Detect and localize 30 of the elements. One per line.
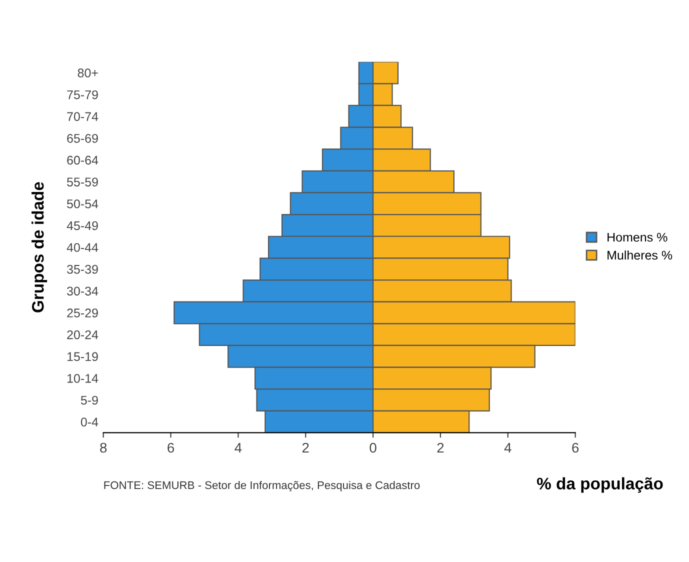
y-tick-label: 60-64 <box>67 156 98 165</box>
y-tick-label: 75-79 <box>67 90 98 100</box>
y-tick-label: 55-59 <box>67 178 98 186</box>
y-tick-label: 5-9 <box>80 396 98 405</box>
y-tick-label: 65-69 <box>67 134 98 143</box>
y-tick-label: 20-24 <box>67 330 98 340</box>
x-tick-label: 0 <box>370 442 376 453</box>
source-note: FONTE: SEMURB - Setor de Informações, Pesquisa e Cadastro <box>104 480 420 492</box>
x-axis-title: % da população <box>536 477 663 493</box>
x-tick-label: 4 <box>504 442 512 453</box>
y-axis-title: Grupos de idade <box>32 182 48 312</box>
y-tick-label: 30-34 <box>67 286 98 296</box>
y-tick-label: 45-49 <box>66 221 98 230</box>
y-tick-label: 0-4 <box>80 418 98 426</box>
x-tick-label: 2 <box>302 442 309 453</box>
x-tick-label: 2 <box>437 442 444 453</box>
y-tick-label: 15-19 <box>67 352 98 362</box>
y-tick-label: 10-14 <box>67 374 98 383</box>
y-tick-label: 40-44 <box>66 243 98 252</box>
y-tick-label: 35-39 <box>67 264 98 274</box>
y-tick-label: 80+ <box>78 68 98 78</box>
legend-label: Homens % <box>608 232 668 242</box>
y-tick-label: 70-74 <box>67 112 98 122</box>
y-tick-label: 50-54 <box>67 199 98 208</box>
x-tick-label: 6 <box>168 442 174 453</box>
y-tick-label: 25-29 <box>67 308 98 318</box>
x-tick-label: 8 <box>100 442 107 453</box>
x-tick-label: 4 <box>234 442 242 453</box>
legend-label: Mulheres % <box>608 250 672 260</box>
x-tick-label: 6 <box>572 442 579 453</box>
